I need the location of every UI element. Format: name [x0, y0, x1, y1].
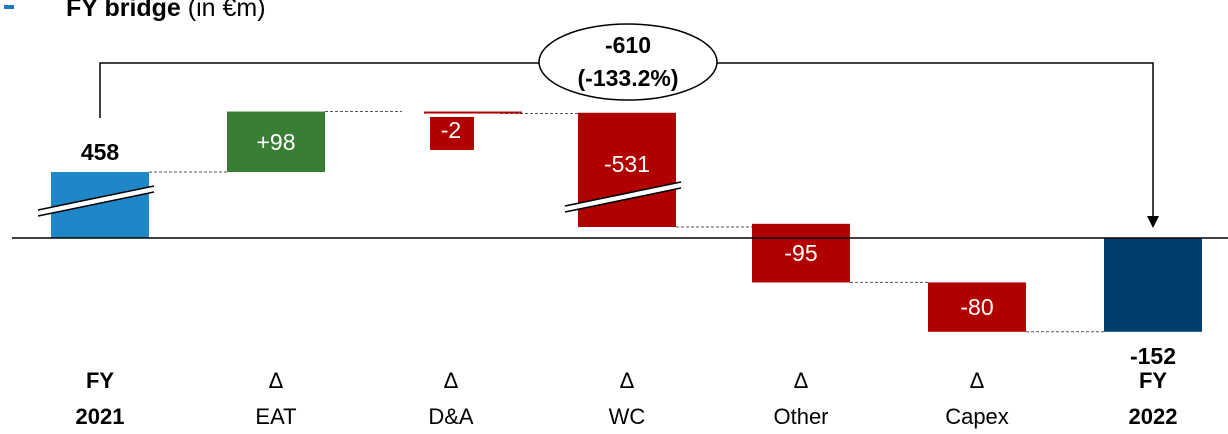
title-unit: (in €m)	[180, 0, 266, 22]
category-label-5-line1: Δ	[970, 368, 985, 393]
value-label-0: 458	[81, 139, 120, 165]
title-bold: FY bridge	[66, 0, 181, 22]
bar-5	[928, 282, 1026, 332]
category-label-5-line2: Capex	[945, 404, 1009, 429]
category-label-3-line2: WC	[609, 404, 646, 429]
chart-title: FY bridge (in €m)	[0, 0, 266, 25]
value-label-2: -2	[441, 117, 461, 143]
change-bracket: -610 (-133.2%)	[99, 23, 1159, 228]
title-bullet	[4, 5, 14, 10]
change-ellipse	[538, 23, 718, 101]
category-label-1-line2: EAT	[255, 404, 296, 429]
axis-break-0	[37, 185, 155, 217]
category-label-2-line1: Δ	[444, 368, 459, 393]
bar-3	[578, 112, 676, 227]
value-label-6: -152	[1130, 343, 1176, 369]
change-value: -610	[605, 32, 651, 58]
change-percent: (-133.2%)	[578, 65, 679, 91]
value-labels: 458 +98 -2 -531 -95 -80 -152	[81, 117, 1176, 369]
bar-2	[424, 111, 522, 114]
bars	[51, 111, 1202, 332]
bar-6	[1104, 238, 1202, 332]
category-label-6-line1: FY	[1139, 368, 1167, 393]
value-label-4: -95	[784, 240, 817, 266]
arrow-head	[1147, 216, 1159, 228]
axis-break-1	[564, 181, 682, 213]
category-label-4-line2: Other	[773, 404, 828, 429]
category-label-2-line2: D&A	[428, 404, 474, 429]
category-labels: FY 2021 Δ EAT Δ D&A Δ WC Δ Other Δ Capex FY 2022	[76, 368, 1178, 429]
value-label-1: +98	[256, 129, 295, 155]
category-label-6-line2: 2022	[1129, 404, 1178, 429]
category-label-4-line1: Δ	[794, 368, 809, 393]
value-label-3: -531	[604, 151, 650, 177]
category-label-0-line1: FY	[86, 368, 114, 393]
axis-breaks	[37, 181, 682, 217]
category-label-3-line1: Δ	[620, 368, 635, 393]
bar-1	[227, 111, 325, 172]
label-box-2	[430, 117, 474, 150]
bar-4	[752, 223, 850, 283]
category-label-0-line2: 2021	[76, 404, 125, 429]
category-label-1-line1: Δ	[269, 368, 284, 393]
value-label-5: -80	[960, 294, 993, 320]
